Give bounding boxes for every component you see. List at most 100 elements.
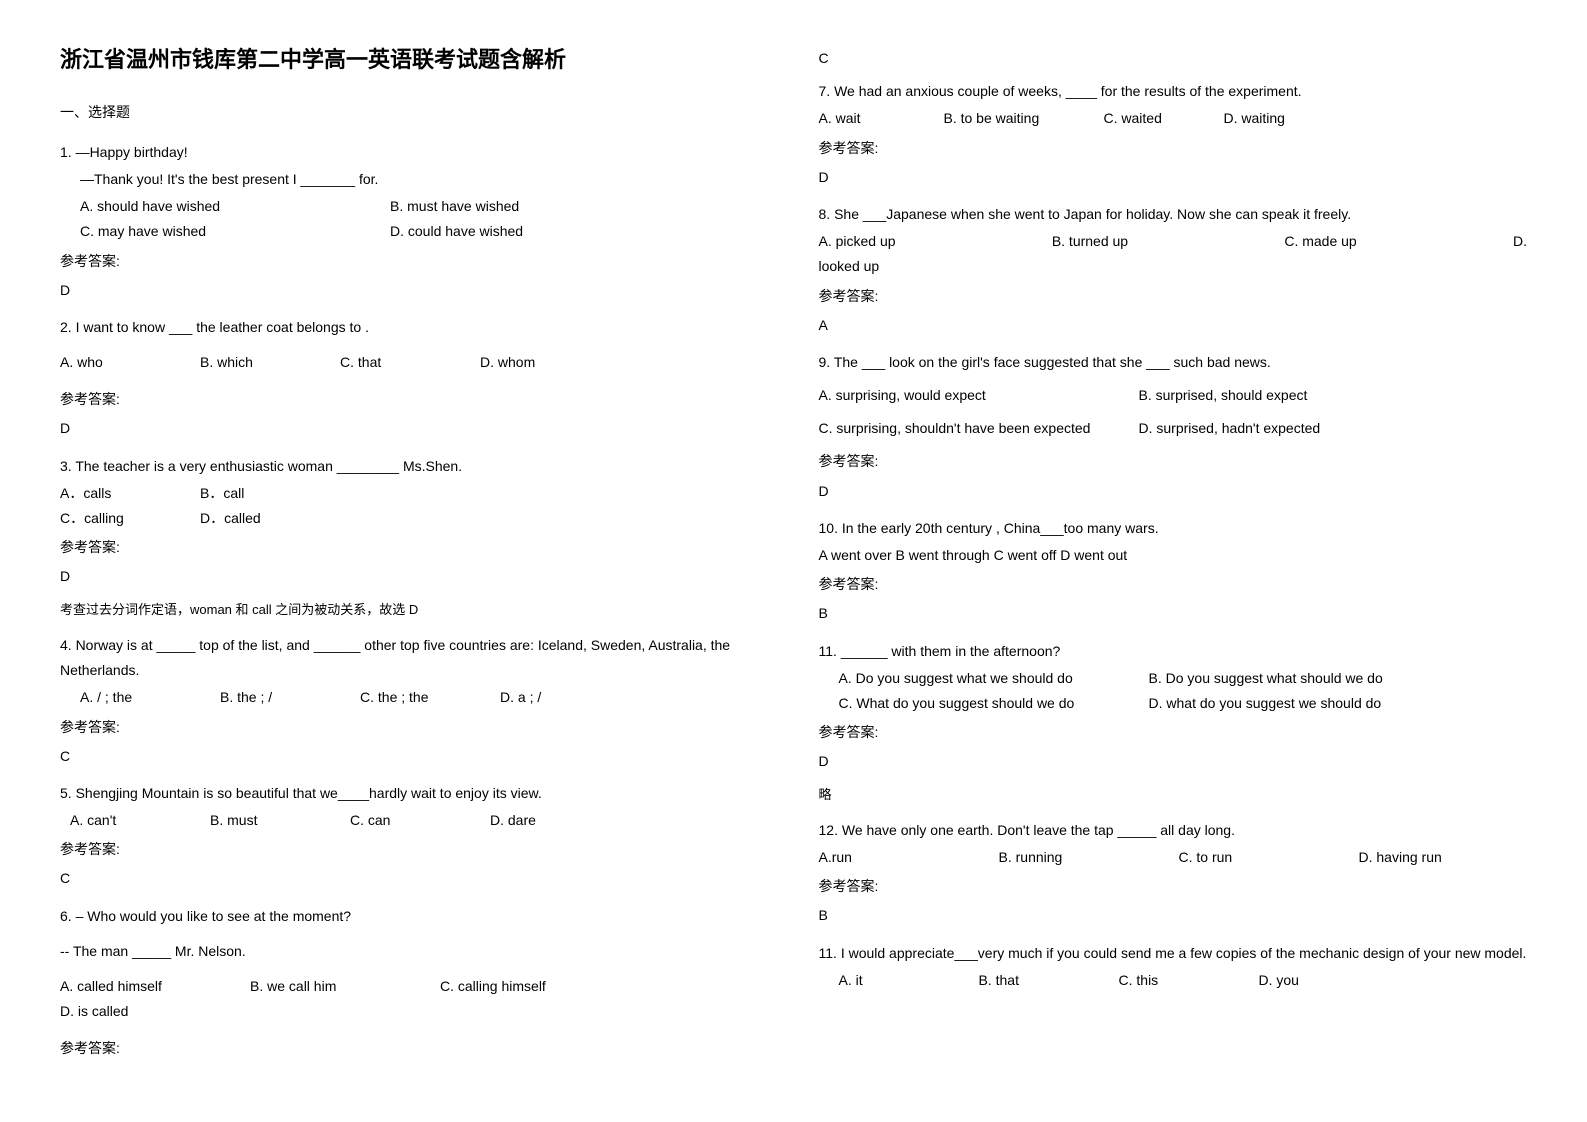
option: B. to be waiting [944, 106, 1074, 131]
answer-label: 参考答案: [819, 720, 1528, 745]
answer-label: 参考答案: [819, 136, 1528, 161]
question-block: 3. The teacher is a very enthusiastic wo… [60, 454, 769, 621]
answer-label: 参考答案: [819, 572, 1528, 597]
option: A. it [839, 968, 949, 993]
question-block: 6. – Who would you like to see at the mo… [60, 904, 769, 1062]
option: looked up [819, 254, 1528, 279]
question-stem: 12. We have only one earth. Don't leave … [819, 818, 1528, 843]
answer-label: 参考答案: [60, 387, 769, 412]
answer-label: 参考答案: [60, 715, 769, 740]
doc-title: 浙江省温州市钱库第二中学高一英语联考试题含解析 [60, 40, 769, 80]
options-row: A. can't B. must C. can D. dare [60, 808, 769, 833]
option: B．call [200, 481, 310, 506]
option: A. can't [70, 808, 180, 833]
option: A. / ; the [80, 685, 190, 710]
option: A. picked up [819, 229, 896, 254]
options-row: A. picked up B. turned up C. made up D. [819, 229, 1528, 254]
option: D. [1513, 229, 1527, 254]
option: A. who [60, 350, 170, 375]
question-block: 11. ______ with them in the afternoon? A… [819, 639, 1528, 806]
option: D．called [200, 506, 310, 531]
question-stem: 10. In the early 20th century , China___… [819, 516, 1528, 541]
options-row: C. What do you suggest should we do D. w… [819, 691, 1528, 716]
option: D. having run [1359, 845, 1509, 870]
options-row: C. surprising, shouldn't have been expec… [819, 416, 1528, 441]
option: B. must have wished [390, 194, 670, 219]
option: C. made up [1284, 229, 1356, 254]
answer-letter: C [60, 866, 769, 891]
question-stem: 3. The teacher is a very enthusiastic wo… [60, 454, 769, 479]
answer-letter: C [819, 46, 1528, 71]
options-row: A. Do you suggest what we should do B. D… [819, 666, 1528, 691]
option: B. that [979, 968, 1089, 993]
options-row: A．calls B．call [60, 481, 769, 506]
question-stem: —Thank you! It's the best present I ____… [60, 167, 769, 192]
option: A. surprising, would expect [819, 383, 1109, 408]
question-stem: 9. The ___ look on the girl's face sugge… [819, 350, 1528, 375]
option: C. may have wished [80, 219, 360, 244]
question-block: 9. The ___ look on the girl's face sugge… [819, 350, 1528, 504]
options-row: A. / ; the B. the ; / C. the ; the D. a … [60, 685, 769, 710]
answer-label: 参考答案: [60, 535, 769, 560]
question-stem: 1. —Happy birthday! [60, 140, 769, 165]
option: C．calling [60, 506, 170, 531]
option: D. could have wished [390, 219, 670, 244]
option: C. calling himself [440, 974, 600, 999]
option: B. we call him [250, 974, 410, 999]
option: B. Do you suggest what should we do [1149, 666, 1383, 691]
question-stem: 2. I want to know ___ the leather coat b… [60, 315, 769, 340]
option: D. you [1259, 968, 1369, 993]
answer-letter: D [60, 416, 769, 441]
answer-letter: D [819, 479, 1528, 504]
options-row: C. may have wished D. could have wished [60, 219, 769, 244]
options-row: A went over B went through C went off D … [819, 543, 1528, 568]
question-stem: 7. We had an anxious couple of weeks, __… [819, 79, 1528, 104]
question-stem: 6. – Who would you like to see at the mo… [60, 904, 769, 929]
option: D. a ; / [500, 685, 610, 710]
question-stem: 11. ______ with them in the afternoon? [819, 639, 1528, 664]
explanation: 略 [819, 783, 1528, 806]
option: D. dare [490, 808, 600, 833]
right-column: C 7. We had an anxious couple of weeks, … [819, 40, 1528, 1074]
option: D. is called [60, 999, 220, 1024]
question-block: 8. She ___Japanese when she went to Japa… [819, 202, 1528, 338]
explanation: 考查过去分词作定语，woman 和 call 之间为被动关系，故选 D [60, 598, 769, 621]
options-row: A. who B. which C. that D. whom [60, 350, 769, 375]
option: B. which [200, 350, 310, 375]
question-block: 1. —Happy birthday! —Thank you! It's the… [60, 140, 769, 303]
answer-label: 参考答案: [819, 284, 1528, 309]
left-column: 浙江省温州市钱库第二中学高一英语联考试题含解析 一、选择题 1. —Happy … [60, 40, 769, 1074]
question-block: 5. Shengjing Mountain is so beautiful th… [60, 781, 769, 892]
option: A.run [819, 845, 969, 870]
option: A. called himself [60, 974, 220, 999]
option: B. turned up [1052, 229, 1128, 254]
question-block: 7. We had an anxious couple of weeks, __… [819, 79, 1528, 190]
question-stem: 11. I would appreciate___very much if yo… [819, 941, 1528, 966]
option: D. waiting [1224, 106, 1374, 131]
options-row: A. called himself B. we call him C. call… [60, 974, 769, 1024]
answer-label: 参考答案: [60, 1036, 769, 1061]
option: C. the ; the [360, 685, 470, 710]
options-row: A. should have wished B. must have wishe… [60, 194, 769, 219]
answer-letter: D [819, 165, 1528, 190]
section-heading: 一、选择题 [60, 100, 769, 125]
question-stem: 8. She ___Japanese when she went to Japa… [819, 202, 1528, 227]
option: C. can [350, 808, 460, 833]
answer-letter: B [819, 601, 1528, 626]
option: B. surprised, should expect [1139, 383, 1308, 408]
answer-label: 参考答案: [60, 249, 769, 274]
option: A. wait [819, 106, 914, 131]
option: C. to run [1179, 845, 1329, 870]
option: C. waited [1104, 106, 1194, 131]
option: A. Do you suggest what we should do [839, 666, 1119, 691]
option: A．calls [60, 481, 170, 506]
option: D. surprised, hadn't expected [1139, 416, 1321, 441]
answer-label: 参考答案: [819, 449, 1528, 474]
options-row: A. surprising, would expect B. surprised… [819, 383, 1528, 408]
options-row: A. wait B. to be waiting C. waited D. wa… [819, 106, 1528, 131]
options-row: C．calling D．called [60, 506, 769, 531]
question-block: 2. I want to know ___ the leather coat b… [60, 315, 769, 442]
question-stem: -- The man _____ Mr. Nelson. [60, 939, 769, 964]
answer-letter: C [60, 744, 769, 769]
option: B. running [999, 845, 1149, 870]
